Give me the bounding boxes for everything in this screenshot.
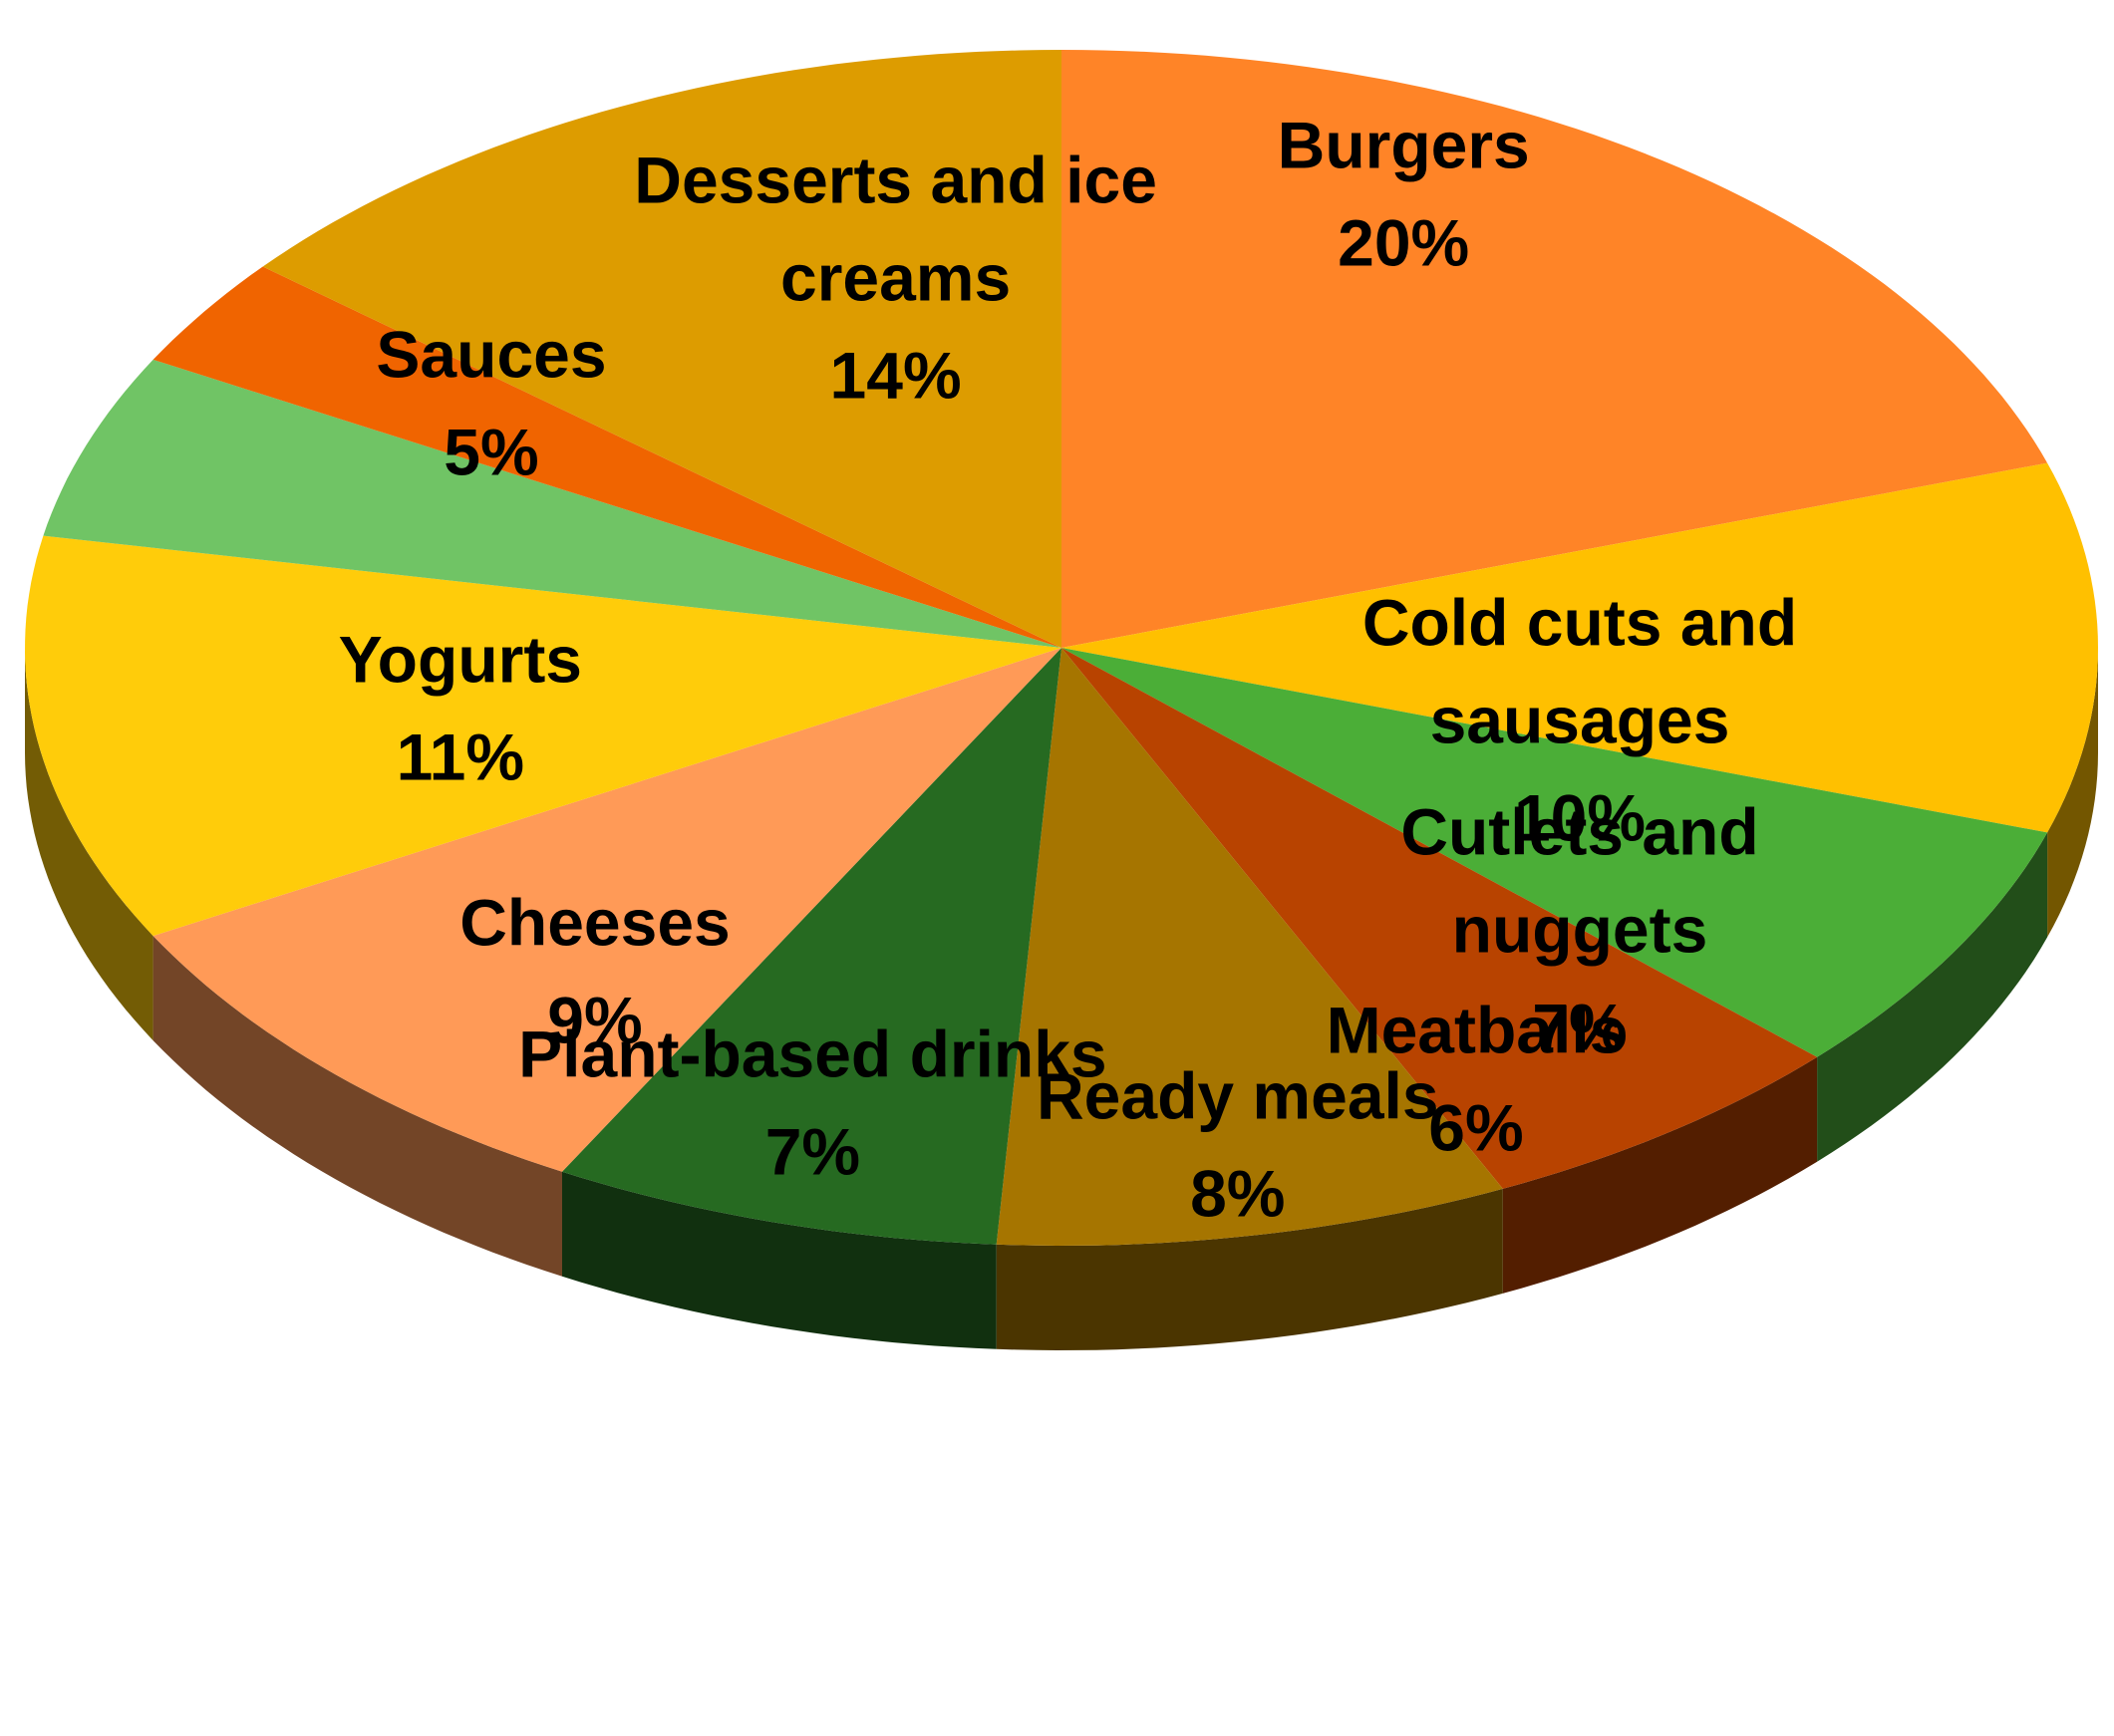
slice-label-ready-meals-line-1: Ready meals — [1037, 1058, 1439, 1132]
slice-label-cutlets-and-nuggets-line-1: Cutlets and — [1400, 794, 1758, 868]
pie-slice-sauces — [43, 359, 1061, 648]
pie-label-layer: Burgers 20% Cold cuts and sausages 10%Cutlet… — [339, 108, 1798, 1230]
pie-slice-yogurts — [25, 535, 1061, 937]
slice-label-meatballs-line-1: Meatballs — [1327, 993, 1627, 1066]
slice-label-burgers-line-2: 20% — [1338, 205, 1469, 279]
pie-slice-desserts-and-ice-creams — [262, 50, 1061, 648]
pie-slice-unlabeled — [152, 266, 1062, 648]
pie-side-cold-cuts-and-sausages — [2047, 648, 2098, 938]
pie-side-meatballs — [1502, 1056, 1818, 1294]
pie-slice-meatballs — [1061, 648, 1818, 1189]
slice-label-desserts-and-ice-creams-line-1: Desserts and ice — [634, 143, 1157, 216]
slice-label-burgers-line-1: Burgers — [1278, 108, 1530, 181]
slice-label-meatballs-line-2: 6% — [1428, 1090, 1523, 1164]
pie-side-plant-based-drinks — [562, 1171, 997, 1349]
slice-label-sauces-line-1: Sauces — [376, 317, 606, 391]
pie-slice-burgers — [1061, 50, 2048, 648]
pie-top-layer — [25, 50, 2098, 1246]
slice-label-cutlets-and-nuggets-line-3: 7% — [1532, 990, 1627, 1063]
slice-label-plant-based-drinks-line-2: 7% — [765, 1114, 860, 1188]
pie-side-yogurts — [25, 648, 153, 1041]
slice-label-cutlets-and-nuggets-line-2: nuggets — [1452, 892, 1708, 966]
slice-label-sauces-line-2: 5% — [444, 415, 538, 488]
pie-slice-cutlets-and-nuggets — [1061, 648, 2048, 1057]
slice-label-desserts-and-ice-creams-line-3: 14% — [830, 338, 962, 412]
slice-label-cheeses-line-1: Cheeses — [459, 885, 731, 959]
slice-label-yogurts-line-1: Yogurts — [339, 622, 582, 696]
slice-label-desserts-and-ice-creams-line-2: creams — [780, 240, 1011, 314]
slice-label-cold-cuts-and-sausages-line-1: Cold cuts and — [1362, 585, 1797, 659]
pie-side-ready-meals — [996, 1188, 1503, 1350]
pie-side-cheeses — [152, 936, 562, 1277]
slice-label-yogurts-line-2: 11% — [397, 720, 524, 793]
slice-label-cheeses-line-2: 9% — [547, 983, 642, 1056]
pie-side-cutlets-and-nuggets — [1817, 832, 2048, 1162]
slice-label-plant-based-drinks-line-1: Plant-based drinks — [518, 1016, 1107, 1090]
pie-slice-plant-based-drinks — [562, 648, 1061, 1245]
pie-slice-cold-cuts-and-sausages — [1061, 462, 2098, 833]
slice-label-cold-cuts-and-sausages-line-2: sausages — [1430, 683, 1730, 756]
pie-slice-ready-meals — [996, 648, 1503, 1246]
slice-label-cold-cuts-and-sausages-line-3: 10% — [1514, 780, 1646, 854]
pie-slice-cheeses — [152, 648, 1062, 1172]
slice-label-ready-meals-line-2: 8% — [1190, 1156, 1285, 1230]
pie-side-layer — [25, 648, 2098, 1350]
